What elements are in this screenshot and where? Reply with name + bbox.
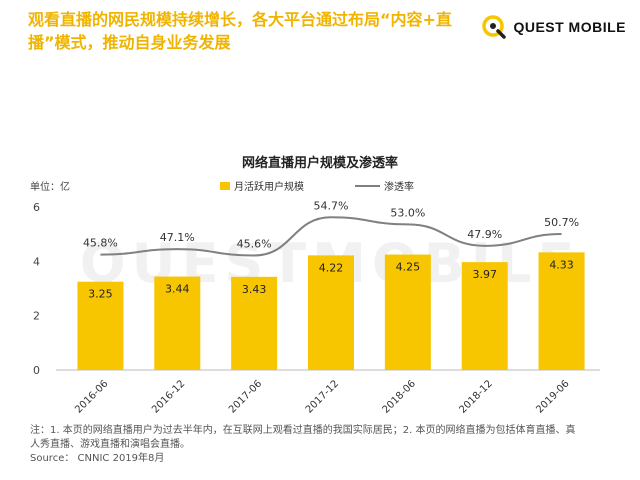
footnotes: 注：1. 本页的网络直播用户为过去半年内，在互联网上观看过直播的我国实际居民；2…: [30, 424, 620, 466]
bar: [154, 276, 201, 370]
x-tick-label: 2016-12: [150, 378, 187, 415]
note-line-1: 注：1. 本页的网络直播用户为过去半年内，在互联网上观看过直播的我国实际居民；2…: [30, 425, 576, 436]
y-tick-label: 6: [33, 201, 40, 214]
bar-value-label: 3.44: [165, 283, 190, 296]
rate-label: 47.1%: [160, 231, 195, 244]
brand-name: QUEST MOBILE: [513, 19, 626, 35]
headline: 观看直播的网民规模持续增长，各大平台通过布局“内容+直播”模式，推动自身业务发展: [28, 10, 452, 52]
rate-label: 54.7%: [314, 199, 349, 212]
bar-value-label: 4.33: [549, 258, 574, 271]
bar-value-label: 3.97: [472, 268, 497, 281]
x-tick-label: 2018-06: [381, 378, 418, 415]
bar: [384, 254, 431, 370]
bar-value-label: 3.25: [88, 288, 113, 301]
questmobile-logo-icon: [482, 15, 507, 39]
x-tick-label: 2017-06: [227, 378, 264, 415]
unit-label: 单位：亿: [30, 180, 70, 193]
bar: [231, 276, 278, 370]
chart-title: 网络直播用户规模及渗透率: [242, 155, 398, 171]
bar-value-label: 4.22: [319, 261, 344, 274]
y-tick-label: 0: [33, 364, 40, 377]
brand: QUEST MOBILE: [481, 14, 626, 40]
legend-bar-label: 月活跃用户规模: [234, 180, 304, 193]
bar-value-label: 4.25: [396, 261, 421, 274]
rate-label: 47.9%: [467, 228, 502, 241]
bar: [77, 281, 124, 370]
y-tick-label: 2: [33, 310, 40, 323]
rate-label: 45.6%: [237, 237, 272, 250]
penetration-line: [100, 216, 562, 257]
rate-label: 45.8%: [83, 237, 118, 250]
x-tick-label: 2017-12: [304, 378, 341, 415]
bar: [308, 255, 354, 370]
x-tick-label: 2016-06: [73, 378, 110, 415]
y-tick-label: 4: [33, 255, 40, 268]
note-line-2: 人秀直播、游戏直播和演唱会直播。: [30, 439, 190, 450]
rate-label: 50.7%: [544, 216, 579, 229]
rate-label: 53.0%: [390, 206, 425, 219]
x-tick-label: 2018-12: [458, 378, 495, 415]
source-note: Source： CNNIC 2019年8月: [30, 453, 165, 464]
legend-line-label: 渗透率: [384, 180, 414, 193]
bar-value-label: 3.43: [242, 283, 267, 296]
x-tick-label: 2019-06: [534, 378, 571, 415]
bar: [461, 262, 508, 370]
legend-bar-swatch: [220, 182, 230, 190]
bar: [538, 252, 585, 370]
